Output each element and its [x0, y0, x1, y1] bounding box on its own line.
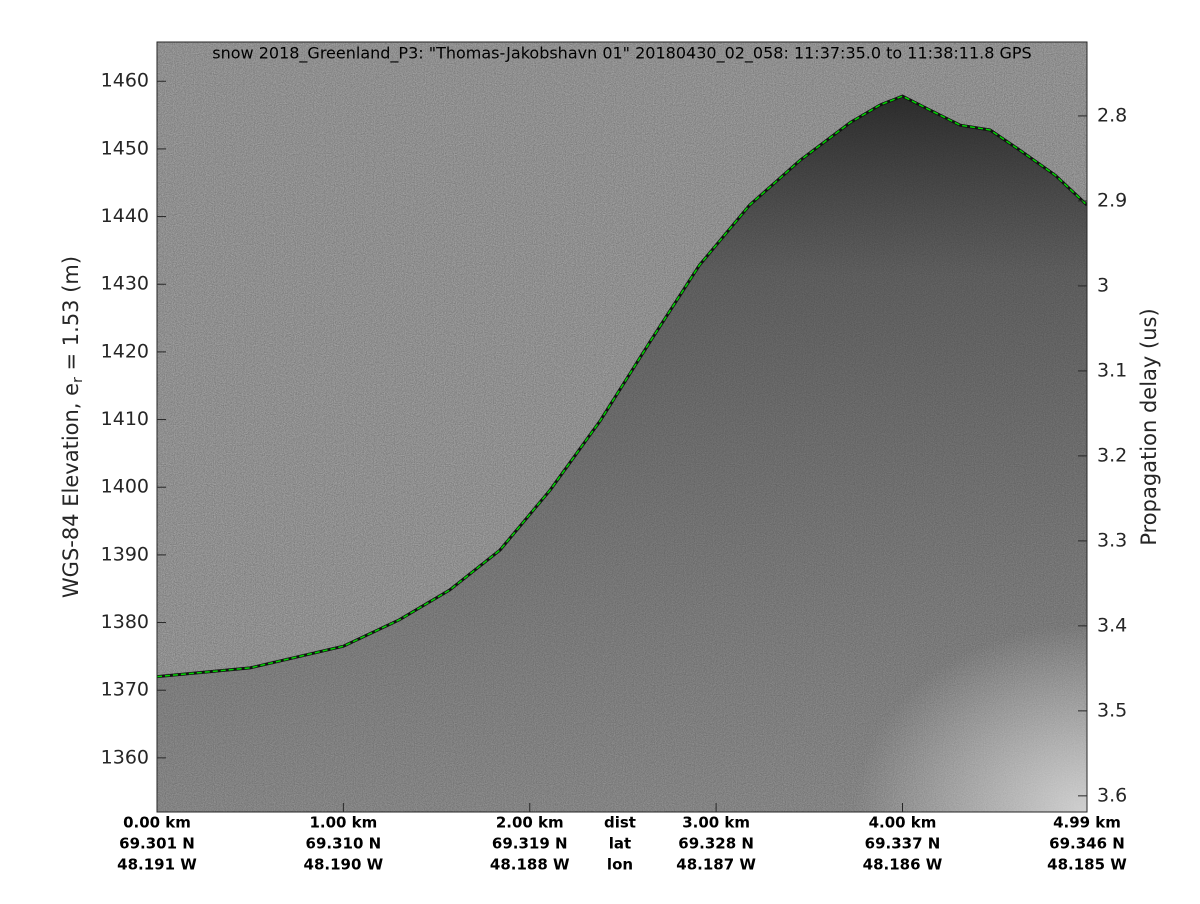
lat-label: 69.319 N	[492, 835, 568, 853]
lon-label: 48.191 W	[117, 856, 197, 874]
y-label-part: WGS-84 Elevation, e	[59, 383, 83, 598]
y-tick-label: 1450	[101, 137, 149, 159]
x-tick-label: 2.00 km	[496, 814, 564, 832]
y-tick-label: 1380	[101, 611, 149, 633]
y-label-part: = 1.53 (m)	[59, 256, 83, 377]
x-tick-label: 4.99 km	[1053, 814, 1121, 832]
lon-label: 48.187 W	[676, 856, 756, 874]
y2-tick-label: 3.3	[1097, 529, 1127, 551]
y2-axis-label: Propagation delay (us)	[1137, 308, 1161, 545]
y-tick-label: 1420	[101, 340, 149, 362]
y2-tick-label: 3.2	[1097, 444, 1127, 466]
lon-label: 48.190 W	[304, 856, 384, 874]
x-row-name: dist	[604, 814, 636, 832]
echogram-deep-glow	[700, 500, 1087, 812]
y2-tick-label: 3.1	[1097, 359, 1127, 381]
lat-label: 69.301 N	[119, 835, 195, 853]
y2-tick-label: 2.8	[1097, 104, 1127, 126]
x-tick-label: 4.00 km	[869, 814, 937, 832]
y-tick-label: 1390	[101, 543, 149, 565]
chart-title: snow 2018_Greenland_P3: "Thomas-Jakobsha…	[212, 44, 1031, 64]
surface-line	[157, 95, 1087, 678]
y2-tick-label: 2.9	[1097, 189, 1127, 211]
y2-tick-label: 3.6	[1097, 784, 1127, 806]
lat-label: 69.328 N	[678, 835, 754, 853]
y-tick-label: 1410	[101, 408, 149, 430]
y-tick-label: 1460	[101, 70, 149, 92]
y-axis-label: WGS-84 Elevation, er = 1.53 (m)	[59, 256, 86, 598]
x-tick-label: 1.00 km	[309, 814, 377, 832]
lat-label: 69.346 N	[1049, 835, 1125, 853]
y2-tick-label: 3.4	[1097, 614, 1127, 636]
y-tick-label: 1360	[101, 746, 149, 768]
x-tick-label: 3.00 km	[682, 814, 750, 832]
y-tick-label: 1430	[101, 273, 149, 295]
x-row-name: lon	[607, 856, 633, 874]
y-tick-label: 1440	[101, 205, 149, 227]
lat-label: 69.310 N	[306, 835, 382, 853]
y2-tick-label: 3.5	[1097, 699, 1127, 721]
axes-box	[156, 41, 1088, 813]
lat-label: 69.337 N	[865, 835, 941, 853]
x-tick-label: 0.00 km	[123, 814, 191, 832]
y-label-subscript: r	[70, 377, 86, 383]
y-tick-label: 1400	[101, 476, 149, 498]
lon-label: 48.185 W	[1047, 856, 1127, 874]
lon-label: 48.188 W	[490, 856, 570, 874]
y-tick-label: 1370	[101, 679, 149, 701]
x-row-name: lat	[609, 835, 631, 853]
lon-label: 48.186 W	[863, 856, 943, 874]
y2-tick-label: 3	[1097, 274, 1109, 296]
